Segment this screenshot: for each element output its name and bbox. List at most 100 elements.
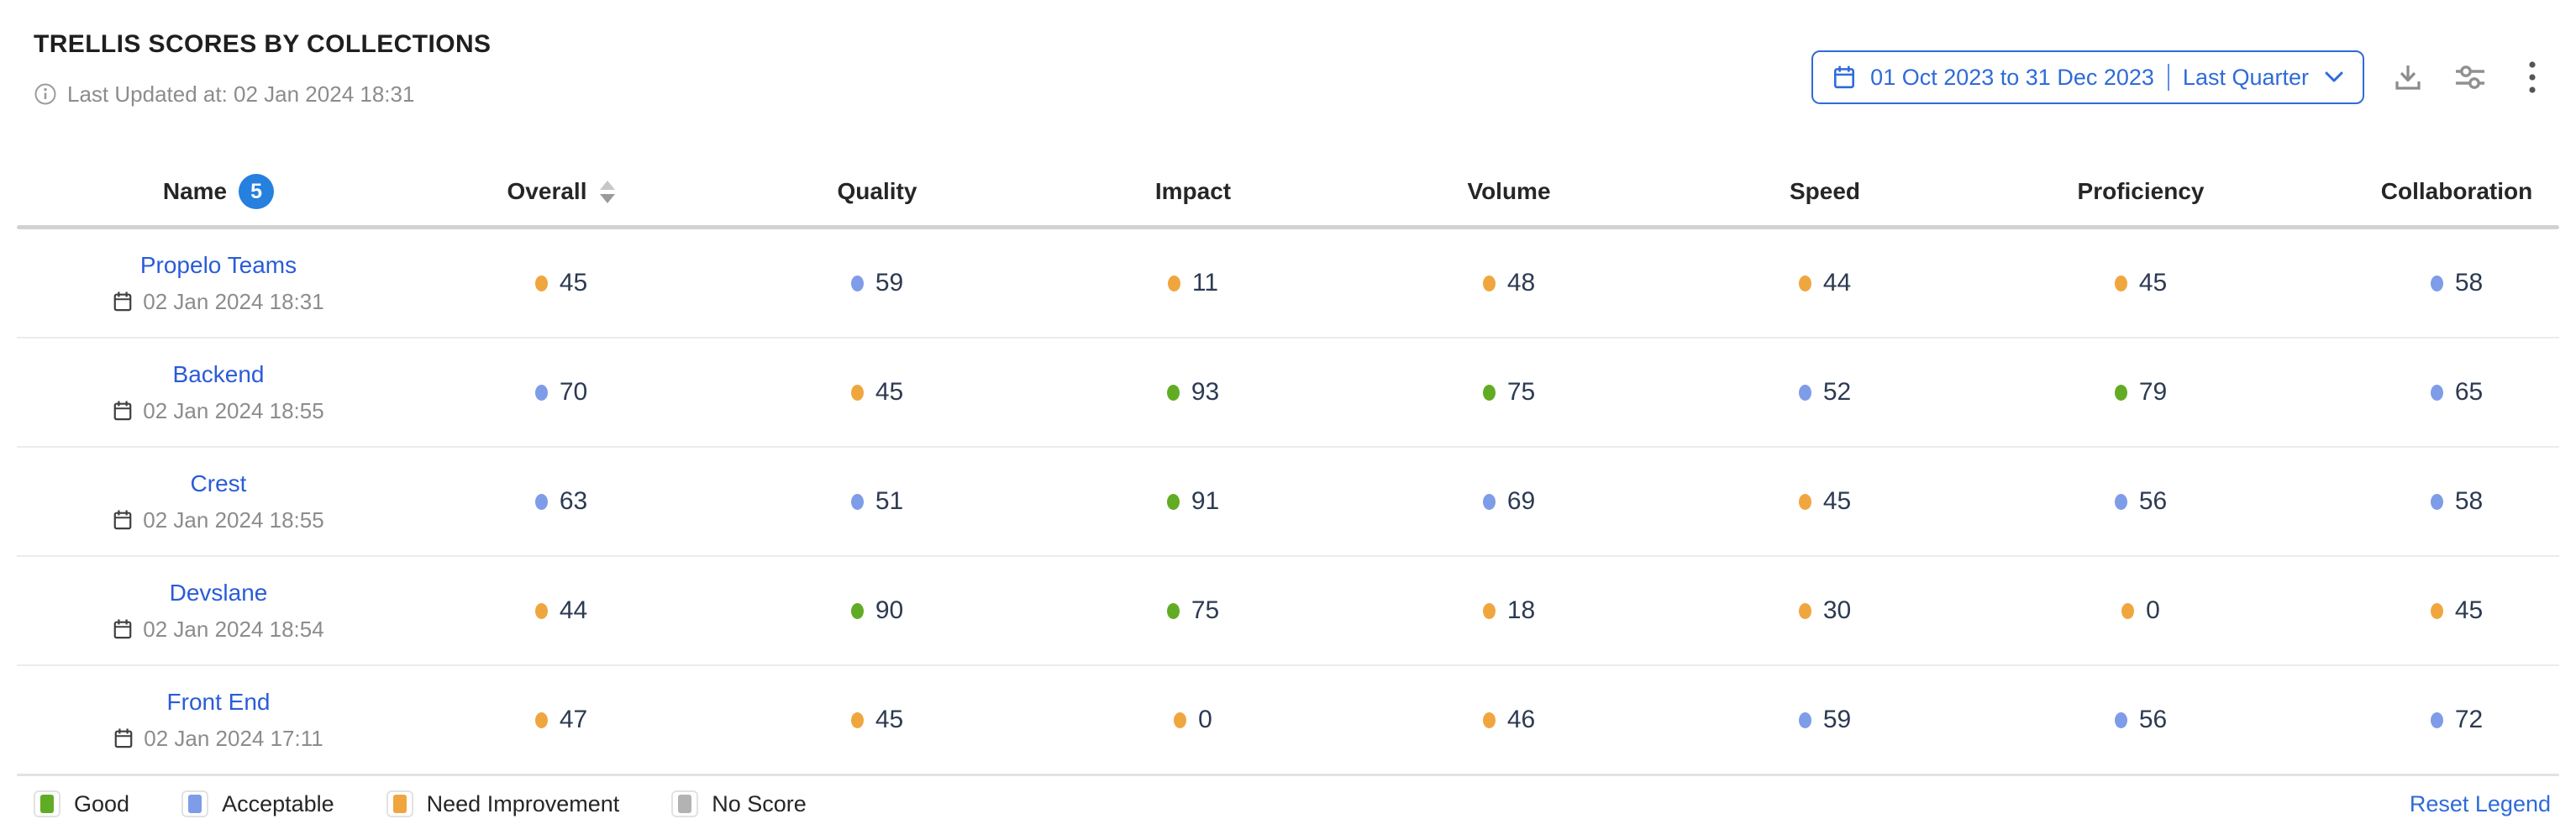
score-cell-speed: 30 xyxy=(1667,596,1983,625)
score-dot xyxy=(1798,384,1811,401)
footer-divider xyxy=(17,774,2559,776)
reset-legend-link[interactable]: Reset Legend xyxy=(2409,790,2551,816)
row-updated-at: 02 Jan 2024 18:55 xyxy=(113,398,324,423)
date-range-picker[interactable]: 01 Oct 2023 to 31 Dec 2023 Last Quarter xyxy=(1811,50,2364,104)
widget-title: TRELLIS SCORES BY COLLECTIONS xyxy=(34,30,492,58)
row-updated-text: 02 Jan 2024 18:55 xyxy=(143,398,324,423)
name-cell: Propelo Teams 02 Jan 2024 18:31 xyxy=(34,252,403,314)
column-header-label: Impact xyxy=(1154,178,1232,204)
table-row: Propelo Teams 02 Jan 2024 18:31 45 59 11 48 4… xyxy=(0,229,2576,337)
column-header-label: Overall xyxy=(507,178,587,204)
score-cell-speed: 45 xyxy=(1667,487,1983,516)
score-cell-impact: 93 xyxy=(1035,378,1351,407)
score-value: 90 xyxy=(875,596,904,624)
column-header-overall[interactable]: Overall xyxy=(403,178,719,205)
score-dot xyxy=(1166,602,1180,619)
last-updated: Last Updated at: 02 Jan 2024 18:31 xyxy=(34,81,491,108)
score-dot xyxy=(850,275,864,291)
score-dot xyxy=(1798,602,1811,619)
score-dot xyxy=(1798,493,1811,510)
score-dot xyxy=(1798,711,1811,728)
collection-link[interactable]: Front End xyxy=(166,689,271,715)
row-updated-text: 02 Jan 2024 17:11 xyxy=(144,726,323,751)
legend-item-good[interactable]: Good xyxy=(34,790,129,817)
column-header-label: Quality xyxy=(837,178,917,204)
score-dot xyxy=(2430,711,2443,728)
score-value: 46 xyxy=(1506,706,1536,733)
legend-label: No Score xyxy=(712,790,807,816)
score-dot xyxy=(1482,384,1496,401)
collection-link[interactable]: Crest xyxy=(190,470,247,496)
score-dot xyxy=(534,384,548,401)
legend-label: Acceptable xyxy=(222,790,334,816)
more-menu-button[interactable] xyxy=(2514,59,2551,96)
chevron-down-icon[interactable] xyxy=(2324,71,2344,84)
score-value: 69 xyxy=(1506,487,1536,515)
column-header-speed: Speed xyxy=(1667,178,1983,205)
table-row: Devslane 02 Jan 2024 18:54 44 90 75 18 30 0 45 xyxy=(0,557,2576,664)
column-header-label: Collaboration xyxy=(2380,178,2533,204)
filter-button[interactable] xyxy=(2452,59,2489,96)
name-cell: Backend 02 Jan 2024 18:55 xyxy=(34,361,403,423)
score-cell-volume: 75 xyxy=(1351,378,1667,407)
score-dot xyxy=(1798,275,1811,291)
legend-item-need-improvement[interactable]: Need Improvement xyxy=(386,790,619,817)
table-header-row: Name 5 Overall Quality Impact Volume Speed Prof… xyxy=(0,158,2576,225)
download-icon xyxy=(2391,60,2425,94)
collection-link[interactable]: Devslane xyxy=(169,580,268,606)
score-cell-volume: 69 xyxy=(1351,487,1667,516)
score-value: 58 xyxy=(2454,269,2484,297)
column-header-name: Name 5 xyxy=(34,174,403,209)
score-cell-speed: 59 xyxy=(1667,706,1983,734)
score-cell-proficiency: 56 xyxy=(1983,487,2299,516)
score-value: 45 xyxy=(1822,487,1852,515)
score-cell-quality: 45 xyxy=(719,378,1035,407)
row-updated-at: 02 Jan 2024 18:54 xyxy=(113,617,324,642)
score-cell-quality: 45 xyxy=(719,706,1035,734)
title-block: TRELLIS SCORES BY COLLECTIONS Last Updat… xyxy=(34,29,491,108)
collection-link[interactable]: Propelo Teams xyxy=(139,252,297,278)
score-dot xyxy=(1482,275,1496,291)
kebab-menu-icon xyxy=(2527,60,2537,95)
sort-caret-icon[interactable] xyxy=(600,180,616,203)
legend-swatch xyxy=(34,790,60,817)
header-divider xyxy=(17,225,2559,229)
score-value: 56 xyxy=(2138,706,2168,733)
calendar-icon xyxy=(113,727,134,749)
legend-swatch-fill xyxy=(392,795,407,813)
collection-link[interactable]: Backend xyxy=(172,361,265,387)
legend-item-no-score[interactable]: No Score xyxy=(671,790,807,817)
score-value: 52 xyxy=(1822,378,1852,406)
filter-sliders-icon xyxy=(2452,60,2488,94)
download-button[interactable] xyxy=(2389,59,2426,96)
score-value: 70 xyxy=(559,378,588,406)
score-dot xyxy=(2430,602,2443,619)
calendar-icon xyxy=(113,509,133,531)
score-dot xyxy=(2430,275,2443,291)
score-dot xyxy=(2114,493,2127,510)
score-value: 45 xyxy=(2454,596,2484,624)
date-range-text: 01 Oct 2023 to 31 Dec 2023 xyxy=(1870,64,2154,90)
score-cell-overall: 63 xyxy=(403,487,719,516)
score-dot xyxy=(1174,711,1187,728)
score-cell-speed: 52 xyxy=(1667,378,1983,407)
table-row: Front End 02 Jan 2024 17:11 47 45 0 46 59 56 72 xyxy=(0,666,2576,774)
score-cell-proficiency: 79 xyxy=(1983,378,2299,407)
legend-swatch-fill xyxy=(188,795,202,813)
score-value: 47 xyxy=(559,706,588,733)
score-value: 91 xyxy=(1191,487,1220,515)
score-value: 75 xyxy=(1506,378,1536,406)
legend-items: Good Acceptable Need Improvement No Score xyxy=(34,790,859,817)
score-value: 18 xyxy=(1506,596,1536,624)
column-header-volume: Volume xyxy=(1351,178,1667,205)
score-dot xyxy=(850,384,864,401)
score-cell-impact: 91 xyxy=(1035,487,1351,516)
score-cell-quality: 90 xyxy=(719,596,1035,625)
score-dot xyxy=(1482,711,1496,728)
score-cell-impact: 75 xyxy=(1035,596,1351,625)
score-cell-speed: 44 xyxy=(1667,269,1983,297)
calendar-icon xyxy=(1832,65,1857,90)
score-value: 51 xyxy=(875,487,904,515)
score-value: 75 xyxy=(1191,596,1220,624)
legend-item-acceptable[interactable]: Acceptable xyxy=(181,790,334,817)
